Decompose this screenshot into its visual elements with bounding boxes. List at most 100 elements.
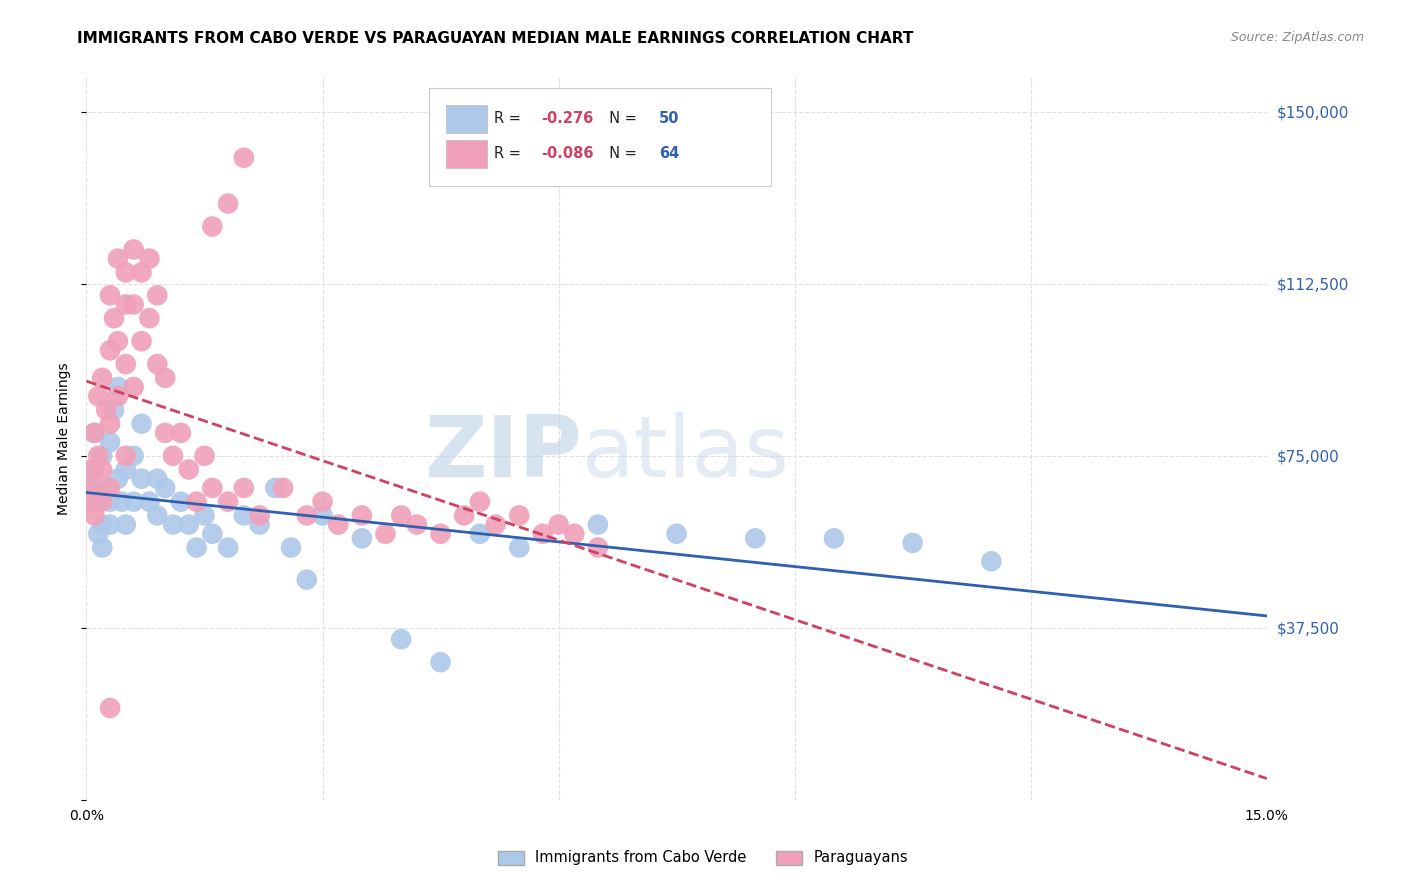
Point [531,526,554,541]
Point [295,508,318,523]
Text: ZIP: ZIP [425,411,582,494]
Point [122,243,145,257]
Point [328,517,350,532]
Point [91,371,114,385]
Point [98,701,121,715]
FancyBboxPatch shape [429,88,770,186]
Point [162,449,184,463]
Point [311,508,333,523]
Point [264,481,287,495]
Point [79,481,101,495]
Point [453,508,475,523]
Point [114,449,136,463]
Point [146,472,169,486]
Point [350,532,373,546]
Point [153,425,176,440]
Text: IMMIGRANTS FROM CABO VERDE VS PARAGUAYAN MEDIAN MALE EARNINGS CORRELATION CHART: IMMIGRANTS FROM CABO VERDE VS PARAGUAYAN… [77,31,914,46]
Point [177,462,200,476]
Point [122,449,145,463]
Point [201,526,224,541]
Text: atlas: atlas [582,411,790,494]
Point [122,380,145,394]
FancyBboxPatch shape [447,105,486,133]
Point [131,472,153,486]
Point [249,517,271,532]
Point [83,425,105,440]
Point [217,196,239,211]
Y-axis label: Median Male Earnings: Median Male Earnings [58,362,72,515]
Point [485,517,508,532]
Point [107,380,129,394]
Point [744,532,766,546]
Point [111,494,134,508]
Point [980,554,1002,568]
Point [508,508,530,523]
Point [217,494,239,508]
Point [186,541,208,555]
Point [665,526,688,541]
Point [114,265,136,279]
Text: 50: 50 [659,112,679,126]
Point [98,435,121,450]
Point [87,526,110,541]
Text: R =: R = [494,112,526,126]
Point [295,573,318,587]
Point [249,508,271,523]
Text: 64: 64 [659,145,679,161]
Point [103,311,125,326]
Point [823,532,845,546]
Point [311,494,333,508]
Point [153,371,176,385]
Point [107,472,129,486]
Point [429,526,451,541]
Point [170,425,193,440]
Point [508,541,530,555]
Point [406,517,429,532]
Point [122,494,145,508]
Point [138,252,160,266]
Text: R =: R = [494,145,526,161]
Point [374,526,396,541]
Point [232,151,254,165]
Point [107,389,129,403]
Point [91,541,114,555]
Point [153,481,176,495]
Point [79,494,101,508]
Point [98,417,121,431]
Point [98,288,121,302]
Point [79,462,101,476]
Point [122,297,145,311]
Point [91,449,114,463]
FancyBboxPatch shape [447,139,486,168]
Text: -0.276: -0.276 [541,112,593,126]
Point [547,517,569,532]
Point [114,357,136,371]
Point [186,494,208,508]
Point [217,541,239,555]
Point [98,343,121,358]
Point [586,517,609,532]
Text: -0.086: -0.086 [541,145,593,161]
Legend: Immigrants from Cabo Verde, Paraguayans: Immigrants from Cabo Verde, Paraguayans [492,845,914,871]
Point [562,526,585,541]
Point [98,481,121,495]
Point [232,508,254,523]
Point [901,536,924,550]
Point [146,288,169,302]
Point [389,508,412,523]
Point [193,508,215,523]
Point [350,508,373,523]
Point [138,494,160,508]
Point [83,508,105,523]
Point [146,508,169,523]
Point [114,297,136,311]
Point [468,494,491,508]
Point [83,462,105,476]
Point [91,494,114,508]
Point [162,517,184,532]
Point [103,403,125,417]
Point [389,632,412,647]
Point [146,357,169,371]
Point [131,417,153,431]
Point [91,517,114,532]
